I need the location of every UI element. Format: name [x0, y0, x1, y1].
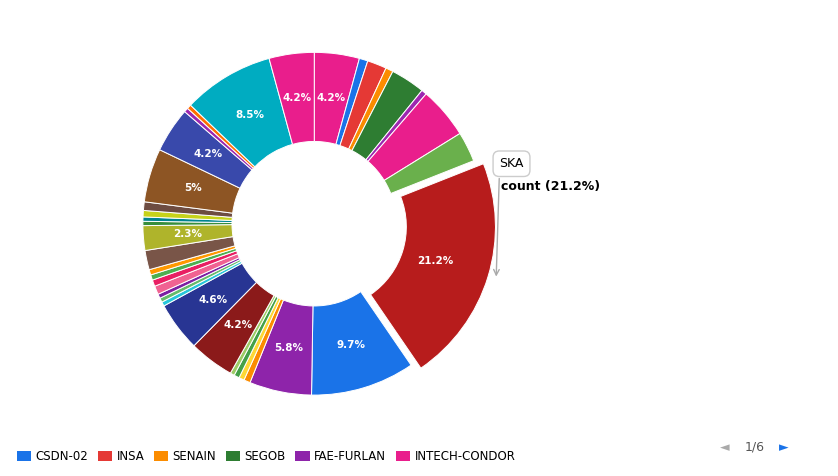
Wedge shape	[162, 261, 242, 306]
Wedge shape	[349, 68, 393, 150]
Wedge shape	[336, 59, 368, 146]
Text: 1/6: 1/6	[744, 441, 764, 454]
Text: 9.7%: 9.7%	[336, 340, 365, 350]
Wedge shape	[158, 258, 241, 298]
Text: 4.2%: 4.2%	[317, 93, 346, 103]
Wedge shape	[145, 237, 235, 270]
Wedge shape	[144, 150, 240, 213]
Legend: CSDN-02, INSA, SENAIN, SEGOB, FAE-FURLAN, INTECH-CONDOR: CSDN-02, INSA, SENAIN, SEGOB, FAE-FURLAN…	[14, 447, 518, 466]
Text: 4.2%: 4.2%	[224, 320, 252, 330]
Wedge shape	[160, 259, 241, 302]
Wedge shape	[340, 61, 386, 149]
Wedge shape	[314, 52, 360, 144]
Wedge shape	[160, 111, 252, 188]
Text: 5.8%: 5.8%	[275, 343, 303, 353]
Wedge shape	[164, 263, 256, 346]
Text: 4.2%: 4.2%	[282, 93, 312, 103]
Wedge shape	[234, 297, 278, 377]
Text: 21.2%: 21.2%	[417, 256, 453, 266]
Text: ►: ►	[779, 441, 789, 454]
Wedge shape	[153, 251, 238, 286]
Wedge shape	[143, 202, 233, 218]
Text: 2.3%: 2.3%	[173, 229, 203, 239]
Wedge shape	[194, 282, 274, 373]
Wedge shape	[244, 299, 283, 383]
Wedge shape	[352, 71, 422, 160]
Wedge shape	[366, 90, 427, 161]
Wedge shape	[370, 164, 495, 368]
Wedge shape	[269, 52, 314, 144]
Text: 4.2%: 4.2%	[194, 149, 223, 159]
Wedge shape	[239, 298, 281, 380]
Wedge shape	[384, 134, 473, 193]
Text: count (21.2%): count (21.2%)	[501, 179, 600, 192]
Wedge shape	[143, 221, 232, 226]
Wedge shape	[190, 59, 292, 167]
Wedge shape	[250, 300, 313, 395]
Wedge shape	[143, 225, 233, 250]
Wedge shape	[143, 210, 232, 220]
Wedge shape	[149, 246, 235, 275]
Wedge shape	[155, 254, 240, 294]
Text: 4.6%: 4.6%	[199, 295, 228, 305]
Wedge shape	[368, 94, 460, 180]
Wedge shape	[151, 248, 236, 280]
Wedge shape	[188, 105, 255, 169]
Text: 5%: 5%	[184, 183, 201, 193]
Wedge shape	[230, 296, 276, 375]
Text: ◄: ◄	[720, 441, 730, 454]
Text: 8.5%: 8.5%	[235, 110, 264, 120]
Wedge shape	[184, 109, 253, 170]
Text: SKA: SKA	[499, 157, 524, 170]
Wedge shape	[312, 292, 411, 395]
Wedge shape	[143, 217, 232, 223]
